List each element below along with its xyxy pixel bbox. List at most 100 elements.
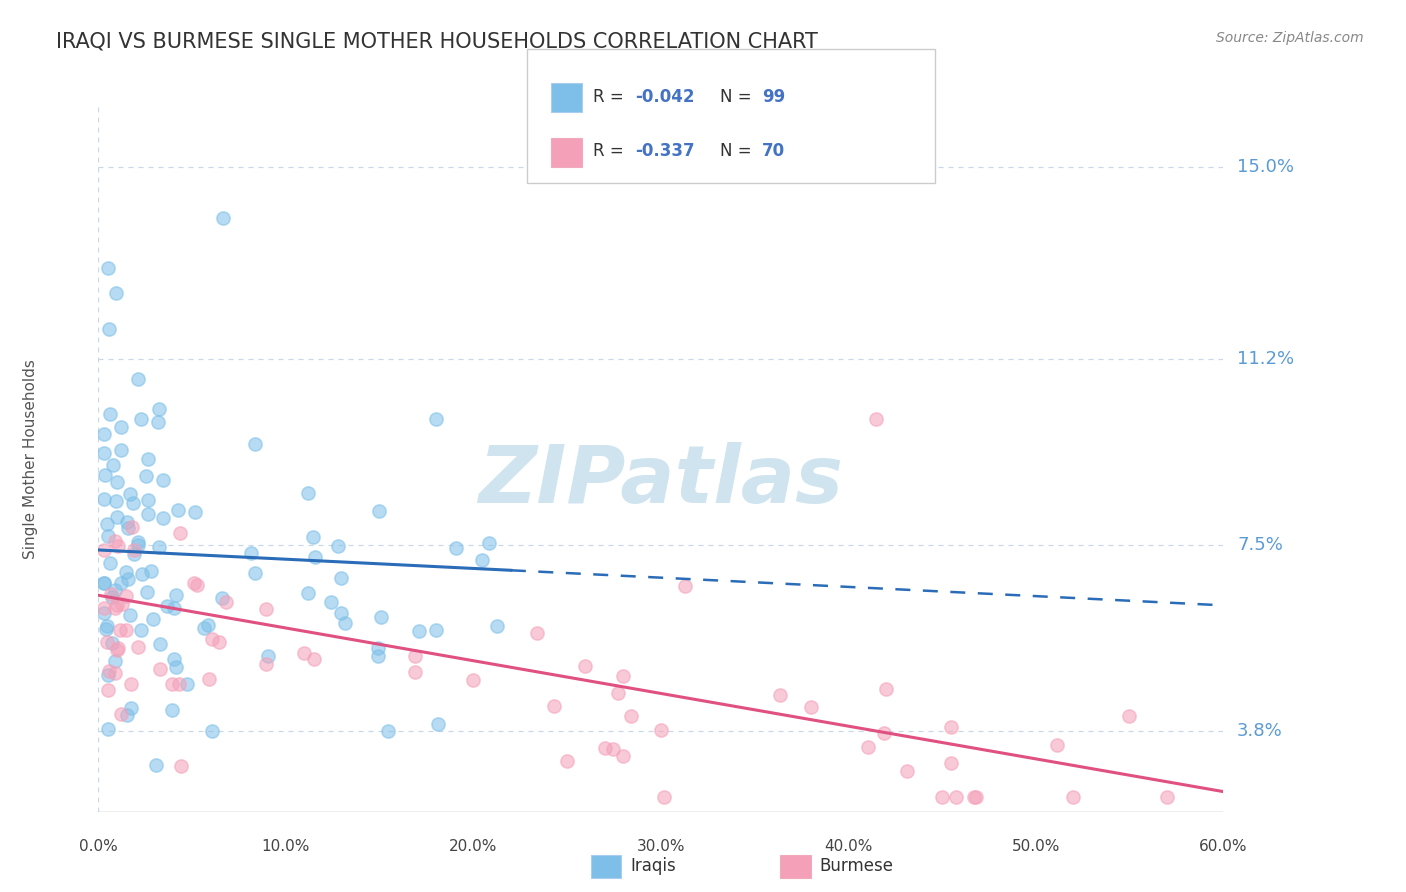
Text: Burmese: Burmese: [820, 857, 894, 875]
Point: [93, 606, 115, 620]
Point: [96, 517, 118, 532]
Point: [138, 508, 160, 522]
Point: [333, 615, 356, 630]
Point: [121, 520, 143, 534]
Point: [160, 676, 183, 690]
Point: [945, 789, 967, 804]
Point: [368, 504, 391, 518]
Point: [114, 565, 136, 579]
Point: [769, 688, 792, 702]
Point: [97, 723, 120, 737]
Text: Single Mother Households: Single Mother Households: [24, 359, 38, 559]
Point: [127, 538, 149, 552]
Point: [201, 632, 224, 647]
Point: [142, 611, 165, 625]
Point: [110, 575, 132, 590]
Point: [98, 321, 121, 335]
Point: [115, 515, 138, 529]
Point: [652, 789, 675, 804]
Point: [110, 442, 132, 457]
Point: [1046, 738, 1069, 752]
Point: [612, 669, 634, 683]
Point: [650, 723, 672, 737]
Point: [243, 566, 266, 581]
Text: Iraqis: Iraqis: [630, 857, 676, 875]
Point: [117, 521, 139, 535]
Point: [124, 542, 146, 557]
Point: [607, 686, 630, 700]
Text: 7.5%: 7.5%: [1237, 536, 1284, 554]
Point: [574, 659, 596, 673]
Point: [330, 606, 353, 620]
Text: 10.0%: 10.0%: [262, 839, 311, 855]
Text: 70: 70: [762, 143, 785, 161]
Point: [97, 529, 120, 543]
Point: [211, 591, 233, 605]
Point: [620, 709, 643, 723]
Point: [328, 539, 350, 553]
Text: 30.0%: 30.0%: [637, 839, 685, 855]
Point: [120, 701, 142, 715]
Point: [148, 540, 170, 554]
Point: [602, 741, 624, 756]
Text: IRAQI VS BURMESE SINGLE MOTHER HOUSEHOLDS CORRELATION CHART: IRAQI VS BURMESE SINGLE MOTHER HOUSEHOLD…: [56, 31, 818, 51]
Point: [146, 415, 169, 429]
Point: [446, 541, 468, 556]
Point: [201, 724, 224, 739]
Text: 15.0%: 15.0%: [1237, 159, 1294, 177]
Point: [122, 547, 145, 561]
Point: [302, 652, 325, 666]
Point: [117, 707, 139, 722]
Point: [186, 578, 208, 592]
Point: [152, 511, 174, 525]
Point: [101, 590, 124, 604]
Point: [97, 682, 120, 697]
Point: [254, 657, 277, 672]
Point: [104, 601, 127, 615]
Point: [239, 546, 262, 560]
Point: [152, 473, 174, 487]
Point: [127, 372, 149, 386]
Point: [129, 412, 152, 426]
Point: [93, 576, 115, 591]
Point: [800, 699, 823, 714]
Point: [673, 579, 696, 593]
Text: N =: N =: [720, 87, 756, 105]
Text: R =: R =: [593, 87, 630, 105]
Point: [127, 535, 149, 549]
Point: [115, 624, 138, 638]
Point: [404, 665, 426, 679]
Point: [94, 623, 117, 637]
Point: [98, 407, 121, 421]
Point: [135, 585, 157, 599]
Point: [215, 595, 238, 609]
Point: [160, 703, 183, 717]
Point: [257, 648, 280, 663]
Point: [425, 412, 447, 426]
Point: [104, 666, 127, 681]
Point: [208, 635, 231, 649]
Point: [865, 412, 887, 426]
Point: [93, 492, 115, 507]
Point: [156, 599, 179, 613]
Text: Source: ZipAtlas.com: Source: ZipAtlas.com: [1216, 31, 1364, 45]
Point: [163, 652, 186, 666]
Point: [122, 496, 145, 510]
Text: 40.0%: 40.0%: [824, 839, 873, 855]
Text: N =: N =: [720, 143, 756, 161]
Point: [97, 261, 120, 276]
Point: [108, 624, 131, 638]
Point: [873, 725, 896, 739]
Point: [612, 748, 634, 763]
Point: [110, 419, 132, 434]
Point: [105, 642, 128, 657]
Point: [193, 622, 215, 636]
Point: [93, 468, 115, 483]
Point: [367, 649, 389, 664]
Point: [111, 597, 134, 611]
Point: [169, 676, 191, 690]
Point: [127, 640, 149, 654]
Text: 99: 99: [762, 87, 786, 105]
Point: [107, 539, 129, 553]
Point: [965, 789, 987, 804]
